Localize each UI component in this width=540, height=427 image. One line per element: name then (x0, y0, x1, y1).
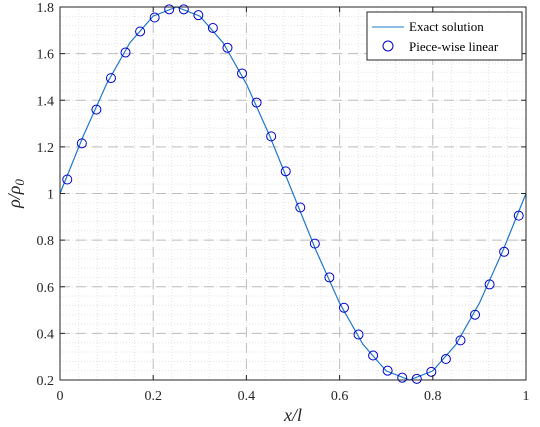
x-tick-label: 0.4 (238, 389, 256, 404)
y-tick-label: 0.4 (37, 327, 55, 342)
series-piecewise-point (280, 166, 291, 177)
x-tick-label: 0.2 (144, 389, 162, 404)
series-exact-solution-line (59, 6, 527, 381)
series-piecewise-point (237, 68, 248, 79)
series-piecewise-point (251, 97, 262, 108)
series-piecewise-point (382, 365, 393, 376)
tick-labels: 0 0.2 0.4 0.6 0.8 10.20.40.60.811.21.41.61.8 (37, 1, 530, 404)
x-tick-label: 0 (57, 389, 64, 404)
series-piecewise-point (120, 47, 131, 58)
series-piecewise-point (62, 174, 73, 185)
y-tick-label: 0.8 (37, 234, 55, 249)
y-tick-label: 1.6 (37, 48, 55, 63)
legend-entry-exact: Exact solution (409, 19, 484, 34)
y-axis-label-main: ρ/ρ (4, 185, 24, 209)
y-axis-label: ρ/ρ0 (4, 179, 27, 209)
series-piecewise-point (426, 366, 437, 377)
y-tick-label: 1.2 (37, 141, 55, 156)
series-piecewise-point (499, 246, 510, 257)
series-piecewise-point (135, 26, 146, 37)
x-tick-label: 0.6 (331, 389, 349, 404)
series-piecewise-point (295, 202, 306, 213)
series-piecewise-point (149, 12, 160, 23)
series-piecewise-point (338, 302, 349, 313)
series-piecewise-point (470, 309, 481, 320)
x-tick-label: 1 (523, 389, 530, 404)
y-tick-label: 0.2 (37, 374, 55, 389)
y-tick-label: 1 (47, 188, 54, 203)
tick-marks (59, 6, 527, 381)
legend: Exact solution Piece-wise linear (366, 11, 523, 61)
y-tick-label: 0.6 (37, 281, 55, 296)
series-piecewise-point (178, 4, 189, 15)
legend-box (366, 11, 523, 61)
series-piecewise-point (484, 279, 495, 290)
y-tick-label: 1.4 (37, 94, 55, 109)
series-piecewise-point (207, 22, 218, 33)
series-piecewise-point (164, 4, 175, 15)
x-axis-label: x/l (283, 405, 302, 425)
legend-entry-piecewise: Piece-wise linear (409, 39, 499, 54)
series-piecewise-point (411, 373, 422, 384)
series-piecewise-point (368, 350, 379, 361)
series-piecewise-point (105, 73, 116, 84)
series-piecewise-point (353, 329, 364, 340)
series-piecewise-point (76, 138, 87, 149)
series-piecewise-point (91, 104, 102, 115)
plot-area (59, 4, 527, 384)
series-piecewise-point (455, 335, 466, 346)
x-tick-label: 0.8 (424, 389, 442, 404)
series-piecewise-point (266, 131, 277, 142)
legend-marker-swatch (382, 40, 394, 52)
y-tick-label: 1.8 (37, 1, 55, 16)
series-piecewise-point (309, 238, 320, 249)
series-piecewise-point (513, 210, 524, 221)
series-piecewise-point (222, 42, 233, 53)
y-axis-label-subscript: 0 (12, 179, 27, 186)
series-piecewise-point (324, 272, 335, 283)
series-piecewise-point (397, 372, 408, 383)
series-piecewise-point (193, 10, 204, 21)
series-piecewise-point (440, 354, 451, 365)
